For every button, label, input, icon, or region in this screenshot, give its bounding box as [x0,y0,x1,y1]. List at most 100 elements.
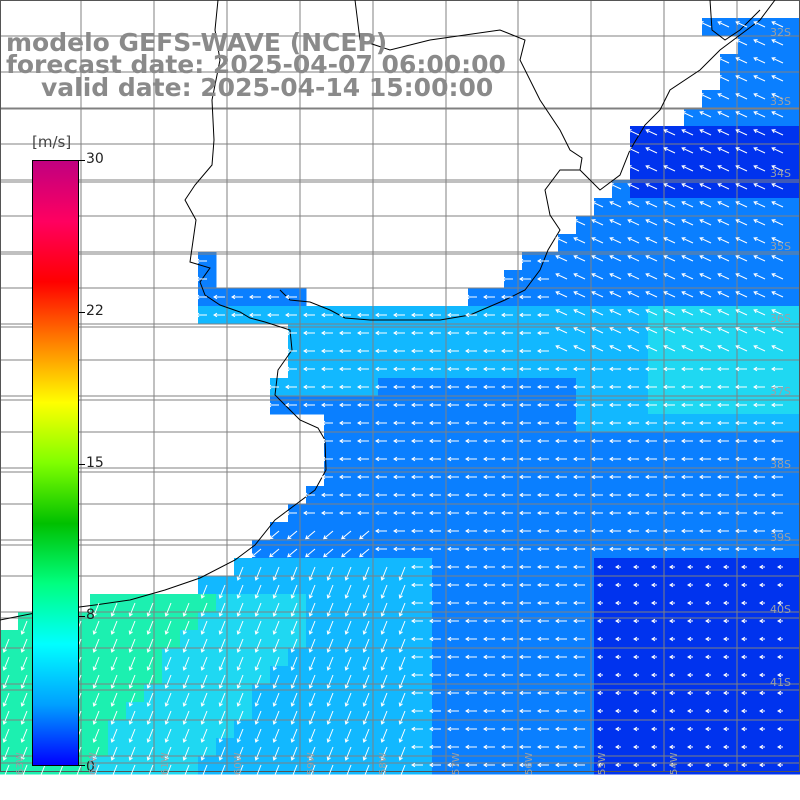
wind-arrow-head [705,744,710,750]
field-cell [522,252,541,271]
field-cell [720,216,739,235]
wind-arrow [381,728,388,743]
wind-arrow [681,129,694,136]
field-cell [576,234,595,253]
field-cell [684,324,703,343]
wind-arrow-head [609,219,614,224]
wind-arrow [735,309,748,316]
field-cell [558,306,577,325]
wind-arrow-head [465,564,470,570]
wind-arrow [363,746,370,761]
wind-arrow-head [555,618,560,624]
wind-arrow-head [483,564,488,570]
wind-arrow [717,255,730,262]
wind-arrow-head [393,528,398,534]
wind-arrow-head [591,309,596,314]
wind-arrow-head [465,582,470,588]
wind-arrow-head [753,327,758,332]
wind-arrow-head [771,546,776,552]
field-cell [774,90,793,109]
wind-arrow [201,656,208,671]
wind-arrow-head [2,666,7,671]
colorbar-tickmark [79,464,85,465]
wind-arrow-head [519,636,524,642]
wind-arrow [201,674,208,689]
wind-arrow [753,345,766,352]
field-cell [576,450,595,469]
field-cell [288,342,307,361]
wind-arrow-head [717,21,722,26]
wind-arrow [381,638,388,653]
wind-arrow-head [483,330,488,336]
field-cell [450,450,469,469]
field-cell [396,324,415,343]
wind-arrow-head [615,708,620,714]
wind-arrow-head [501,456,506,462]
wind-arrow-head [380,684,385,689]
field-cell [630,432,649,451]
field-cell [738,630,757,649]
field-cell [540,666,559,685]
wind-arrow-head [669,672,674,678]
wind-arrow-head [398,648,403,653]
field-cell [684,738,703,757]
wind-arrow [291,746,298,761]
wind-arrow-head [537,708,542,714]
field-cell [738,648,757,667]
wind-arrow [309,692,316,707]
wind-arrow-head [303,492,308,498]
field-cell [792,432,800,451]
wind-arrow-head [723,654,728,660]
wind-arrow [75,764,82,779]
wind-arrow-head [519,402,524,408]
field-cell [666,738,685,757]
wind-arrow [573,219,586,226]
wind-arrow-head [615,582,620,588]
field-cell [684,612,703,631]
lon-label: 56W [524,752,535,775]
wind-arrow-head [735,183,740,188]
field-cell [540,468,559,487]
wind-arrow-head [254,576,259,581]
wind-arrow [753,291,766,298]
field-cell [792,594,800,613]
wind-arrow-head [519,366,524,372]
field-cell [738,126,757,145]
wind-arrow-head [555,690,560,696]
field-cell [702,198,721,217]
wind-arrow-head [218,630,223,635]
field-cell [594,234,613,253]
wind-arrow-head [501,312,506,318]
wind-arrow [363,602,370,617]
wind-arrow-head [615,600,620,606]
field-cell [540,414,559,433]
field-cell [666,576,685,595]
wind-arrow-head [218,738,223,743]
wind-arrow-head [555,762,560,768]
wind-arrow-head [128,774,133,779]
wind-arrow-head [501,384,506,390]
wind-arrow-head [380,648,385,653]
wind-arrow-head [627,456,632,462]
wind-arrow-head [591,237,596,242]
field-cell [396,486,415,505]
wind-arrow [219,728,226,743]
wind-arrow-head [411,726,416,732]
field-cell [720,288,739,307]
wind-arrow [219,710,226,725]
wind-arrow [717,21,730,28]
lat-label: 39S [770,531,791,544]
field-cell [414,468,433,487]
wind-arrow-head [429,348,434,354]
wind-arrow-head [501,672,506,678]
field-cell [594,450,613,469]
wind-arrow-head [573,654,578,660]
wind-arrow-head [573,291,578,296]
wind-arrow-head [717,111,722,116]
wind-arrow [609,309,622,316]
wind-arrow [627,201,640,208]
wind-arrow-head [597,582,602,588]
wind-arrow-head [771,345,776,350]
wind-arrow [165,710,172,725]
wind-arrow-head [771,201,776,206]
